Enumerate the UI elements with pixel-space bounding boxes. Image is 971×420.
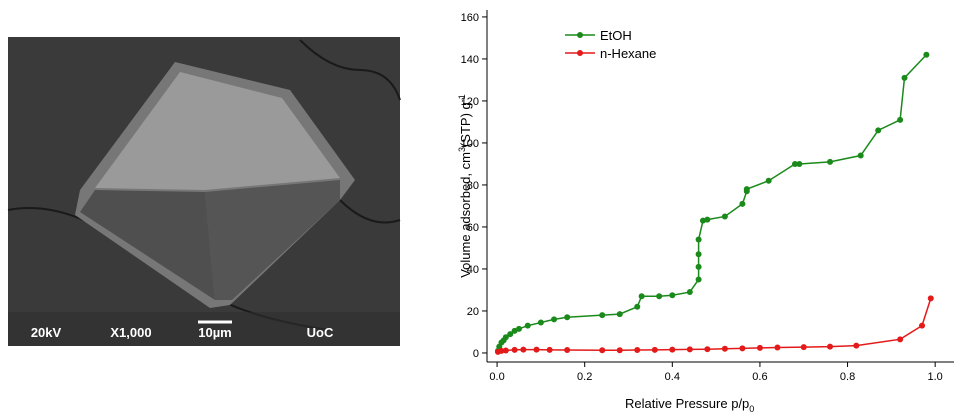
data-point (502, 334, 509, 341)
x-axis-label: Relative Pressure p/p0 (625, 396, 754, 414)
y-tick-label: 80 (467, 180, 479, 192)
data-point (827, 158, 834, 165)
data-point (791, 160, 798, 167)
y-tick-label: 20 (467, 306, 479, 318)
data-point (756, 344, 763, 351)
y-tick-label: 100 (461, 138, 479, 150)
x-tick-label: 0.2 (577, 371, 592, 383)
data-point (686, 346, 693, 353)
sem-label: X1,000 (110, 325, 151, 340)
x-tick-label: 0.0 (489, 371, 504, 383)
data-point (651, 346, 658, 353)
y-tick-label: 120 (461, 96, 479, 108)
data-point (502, 347, 509, 354)
data-point (656, 293, 663, 300)
data-point (686, 289, 693, 296)
data-point (897, 116, 904, 123)
data-point (638, 293, 645, 300)
x-tick-label: 0.6 (752, 371, 767, 383)
data-point (524, 322, 531, 329)
data-point (857, 152, 864, 159)
data-point (923, 51, 930, 58)
data-point (739, 345, 746, 352)
data-point (695, 263, 702, 270)
data-point (669, 292, 676, 299)
data-point (827, 343, 834, 350)
data-point (498, 347, 505, 354)
sem-label: 10µm (198, 325, 232, 340)
legend-marker (577, 32, 583, 38)
data-point (739, 200, 746, 207)
y-tick-label: 40 (467, 264, 479, 276)
data-point (537, 319, 544, 326)
data-point (695, 236, 702, 243)
x-tick-label: 0.8 (840, 371, 855, 383)
data-point (704, 216, 711, 223)
data-point (853, 342, 860, 349)
data-point (616, 347, 623, 354)
data-point (721, 213, 728, 220)
sem-image: 20kV X1,000 10µm UoC (7, 37, 401, 346)
data-point (765, 177, 772, 184)
legend-marker (577, 50, 583, 56)
y-tick-label: 60 (467, 222, 479, 234)
x-tick-label: 0.4 (665, 371, 680, 383)
data-point (515, 325, 522, 332)
data-point (520, 346, 527, 353)
data-point (800, 344, 807, 351)
data-point (774, 344, 781, 351)
y-tick-label: 140 (461, 54, 479, 66)
data-point (901, 74, 908, 81)
y-tick-label: 160 (461, 12, 479, 24)
sem-label: UoC (307, 325, 334, 340)
data-point (616, 311, 623, 318)
data-point (743, 186, 750, 193)
data-point (507, 331, 514, 338)
data-point (875, 127, 882, 134)
data-point (511, 346, 518, 353)
legend-label: n-Hexane (600, 46, 656, 61)
legend-label: EtOH (600, 28, 632, 43)
data-point (704, 346, 711, 353)
series-line (497, 54, 927, 352)
sem-label: 20kV (31, 325, 62, 340)
data-point (634, 303, 641, 310)
data-point (927, 295, 934, 302)
data-point (546, 346, 553, 353)
data-point (897, 336, 904, 343)
data-point (721, 345, 728, 352)
data-point (634, 347, 641, 354)
x-tick-label: 1.0 (928, 371, 943, 383)
data-point (599, 312, 606, 319)
y-axis-label: Volume adsorbed, cm3(STP) g-1 (457, 94, 473, 278)
data-point (695, 251, 702, 258)
data-point (695, 276, 702, 283)
data-point (564, 314, 571, 321)
y-tick-label: 0 (473, 348, 479, 360)
data-point (919, 322, 926, 329)
series-line (497, 298, 932, 353)
data-point (796, 160, 803, 167)
data-point (564, 347, 571, 354)
data-point (533, 346, 540, 353)
data-point (599, 347, 606, 354)
data-point (551, 316, 558, 323)
data-point (669, 346, 676, 353)
